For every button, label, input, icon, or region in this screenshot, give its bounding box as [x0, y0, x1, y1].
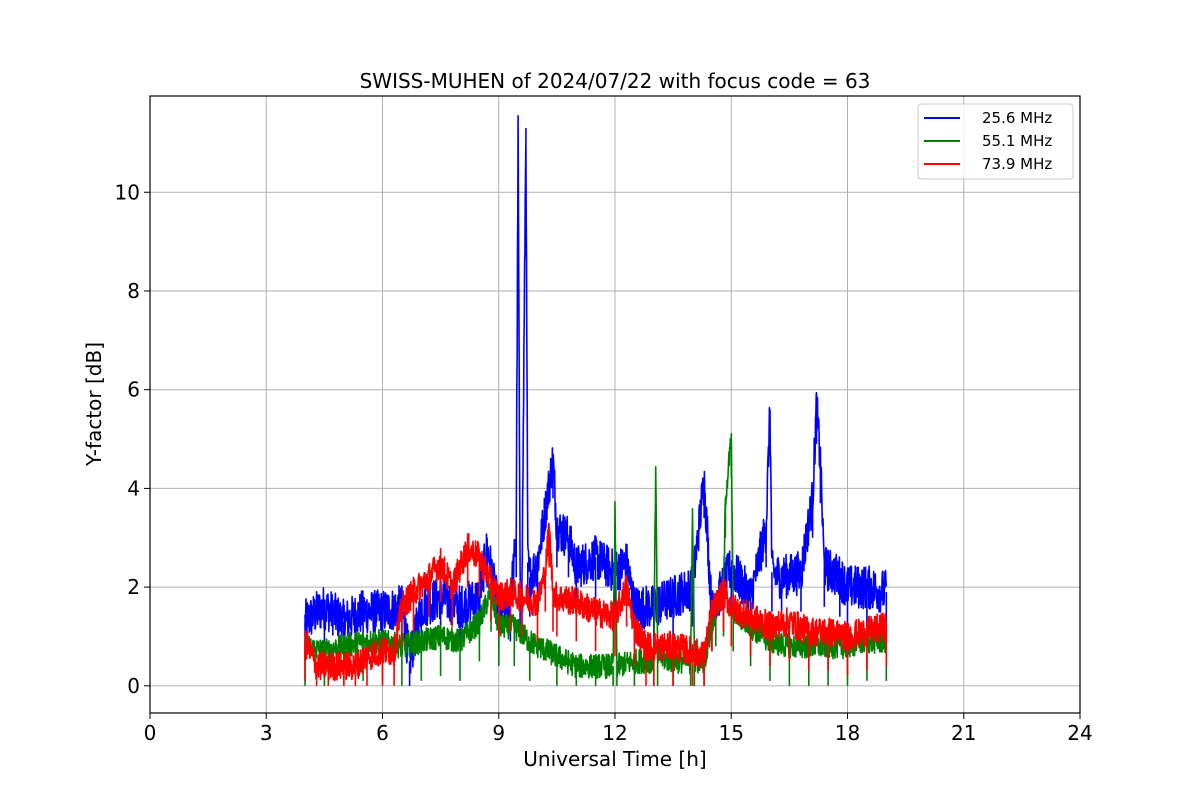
y-axis: 0 2 4 6 8 10	[115, 180, 150, 698]
x-tick-label: 15	[719, 721, 744, 745]
x-tick-label: 12	[602, 721, 627, 745]
x-tick-label: 3	[260, 721, 273, 745]
y-tick-label: 8	[127, 279, 140, 303]
series-line-2	[304, 522, 888, 686]
series-layer	[304, 115, 888, 686]
chart-title: SWISS-MUHEN of 2024/07/22 with focus cod…	[360, 69, 871, 93]
x-tick-label: 0	[144, 721, 157, 745]
x-tick-label: 9	[492, 721, 505, 745]
x-tick-label: 24	[1067, 721, 1092, 745]
legend-label: 55.1 MHz	[982, 132, 1052, 150]
y-axis-label: Y-factor [dB]	[82, 342, 106, 467]
x-tick-label: 6	[376, 721, 389, 745]
legend-label: 73.9 MHz	[982, 155, 1052, 173]
x-axis: 0 3 6 9 12 15 18 21 24	[144, 713, 1093, 745]
x-tick-label: 21	[951, 721, 976, 745]
x-axis-label: Universal Time [h]	[523, 747, 706, 771]
legend: 25.6 MHz 55.1 MHz 73.9 MHz	[917, 103, 1074, 180]
x-tick-label: 18	[835, 721, 860, 745]
y-tick-label: 6	[127, 378, 140, 402]
y-tick-label: 0	[127, 674, 140, 698]
y-tick-label: 10	[115, 180, 140, 204]
y-tick-label: 4	[127, 476, 140, 500]
legend-label: 25.6 MHz	[982, 109, 1052, 127]
y-tick-label: 2	[127, 575, 140, 599]
legend-box	[917, 103, 1074, 180]
